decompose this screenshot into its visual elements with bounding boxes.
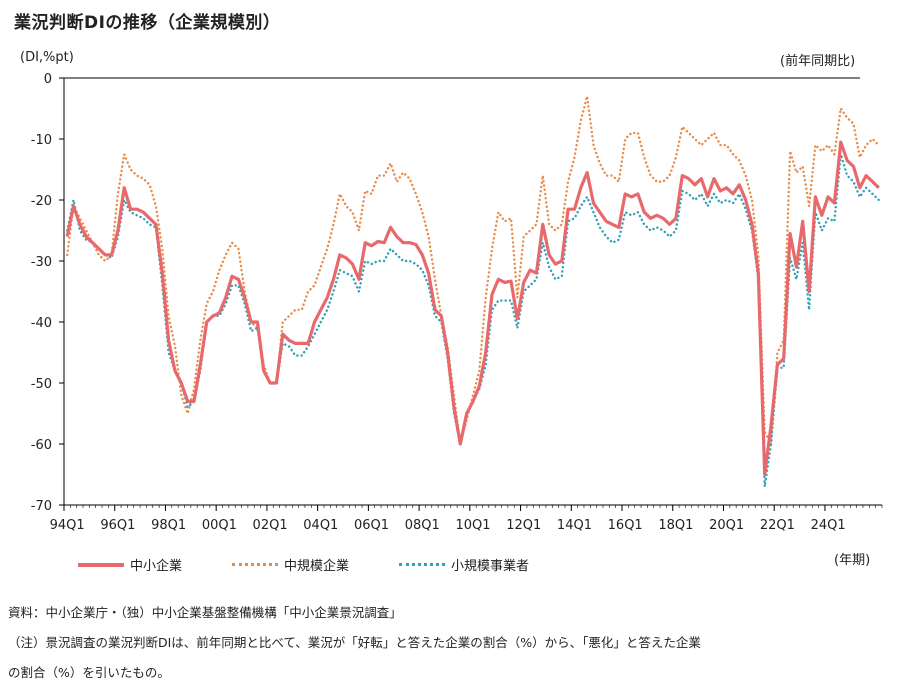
y-tick-label: -70 bbox=[31, 499, 52, 514]
x-tick-label: 96Q1 bbox=[100, 518, 135, 533]
y-tick-label: -20 bbox=[31, 194, 52, 209]
x-tick-label: 98Q1 bbox=[151, 518, 186, 533]
x-tick-label: 14Q1 bbox=[557, 518, 592, 533]
x-tick-label: 94Q1 bbox=[50, 518, 85, 533]
y-tick-label: -50 bbox=[31, 377, 52, 392]
x-tick-label: 12Q1 bbox=[506, 518, 541, 533]
legend: 中小企業 中規模企業 小規模事業者 bbox=[78, 555, 529, 574]
legend-swatch-medium bbox=[232, 563, 279, 566]
legend-item-medium: 中規模企業 bbox=[232, 555, 349, 574]
x-tick-label: 20Q1 bbox=[709, 518, 744, 533]
note-definition-continued: の割合（%）を引いたもの。 bbox=[8, 665, 170, 680]
note-definition: （注）景況調査の業況判断DIは、前年同期と比べて、業況が「好転」と答えた企業の割… bbox=[8, 635, 701, 650]
x-tick-label: 06Q1 bbox=[354, 518, 389, 533]
series-line-2 bbox=[65, 153, 880, 488]
legend-label: 小規模事業者 bbox=[451, 559, 530, 574]
axes: 0 -10 -20 -30 -40 -50 -60 -70 94Q1 96Q1 98Q1 00Q1 02… bbox=[31, 72, 883, 533]
legend-item-small-medium: 中小企業 bbox=[78, 555, 182, 574]
note-source: 資料：中小企業庁・（独）中小企業基盤整備機構「中小企業景況調査」 bbox=[8, 605, 402, 620]
x-tick-label: 08Q1 bbox=[405, 518, 440, 533]
y-tick-label: -30 bbox=[31, 255, 52, 270]
x-tick-label: 10Q1 bbox=[455, 518, 490, 533]
legend-swatch-small-medium bbox=[78, 562, 124, 567]
legend-label: 中小企業 bbox=[130, 559, 183, 574]
series-lines bbox=[65, 95, 880, 488]
notes: 資料：中小企業庁・（独）中小企業基盤整備機構「中小企業景況調査」 （注）景況調査… bbox=[8, 598, 701, 688]
legend-item-small: 小規模事業者 bbox=[399, 555, 529, 574]
y-tick-label: -60 bbox=[31, 438, 52, 453]
x-tick-label: 16Q1 bbox=[608, 518, 643, 533]
series-line-0 bbox=[65, 140, 880, 477]
x-tick-label: 04Q1 bbox=[303, 518, 338, 533]
y-axis-unit: (DI,%pt) bbox=[20, 50, 74, 65]
x-tick-label: 02Q1 bbox=[253, 518, 288, 533]
x-tick-label: 00Q1 bbox=[202, 518, 237, 533]
x-tick-label: 24Q1 bbox=[811, 518, 846, 533]
legend-swatch-small bbox=[399, 563, 446, 566]
y-tick-label: 0 bbox=[44, 72, 52, 87]
x-tick-label: 18Q1 bbox=[658, 518, 693, 533]
line-chart: 0 -10 -20 -30 -40 -50 -60 -70 94Q1 96Q1 98Q1 00Q1 02… bbox=[31, 72, 883, 533]
legend-label: 中規模企業 bbox=[284, 559, 350, 574]
y-tick-label: -40 bbox=[31, 316, 52, 331]
chart-title: 業況判断DIの推移（企業規模別） bbox=[14, 13, 281, 33]
x-axis-unit: (年期) bbox=[834, 553, 871, 568]
y-tick-label: -10 bbox=[31, 133, 52, 148]
comparison-note: (前年同期比) bbox=[780, 54, 856, 69]
x-tick-label: 22Q1 bbox=[760, 518, 795, 533]
series-line-1 bbox=[65, 95, 880, 446]
